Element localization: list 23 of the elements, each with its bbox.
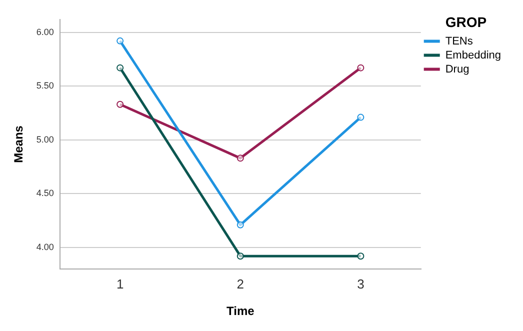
point — [116, 100, 124, 108]
y-tick-label: 4.50 — [36, 188, 54, 198]
x-tick-label: 1 — [116, 276, 124, 292]
x-axis-title: Time — [226, 304, 255, 318]
point — [236, 221, 244, 228]
point — [236, 154, 244, 162]
legend-label: TENs — [445, 35, 474, 48]
point — [357, 252, 364, 260]
y-tick-label: 6.00 — [36, 26, 54, 37]
legend-title: GROP — [445, 14, 487, 30]
point — [116, 37, 124, 44]
x-tick-label: 3 — [357, 276, 364, 292]
y-tick-label: 4.00 — [36, 242, 54, 252]
x-tick-label: 2 — [236, 276, 244, 292]
y-tick-label: 5.00 — [36, 134, 54, 144]
point — [116, 64, 124, 72]
point — [357, 64, 364, 72]
point — [357, 114, 364, 121]
legend-label: Drug — [445, 63, 470, 76]
y-tick-label: 5.50 — [36, 80, 54, 91]
y-axis-title: Means — [12, 125, 26, 163]
point — [236, 252, 244, 260]
legend-label: Embedding — [445, 49, 502, 62]
